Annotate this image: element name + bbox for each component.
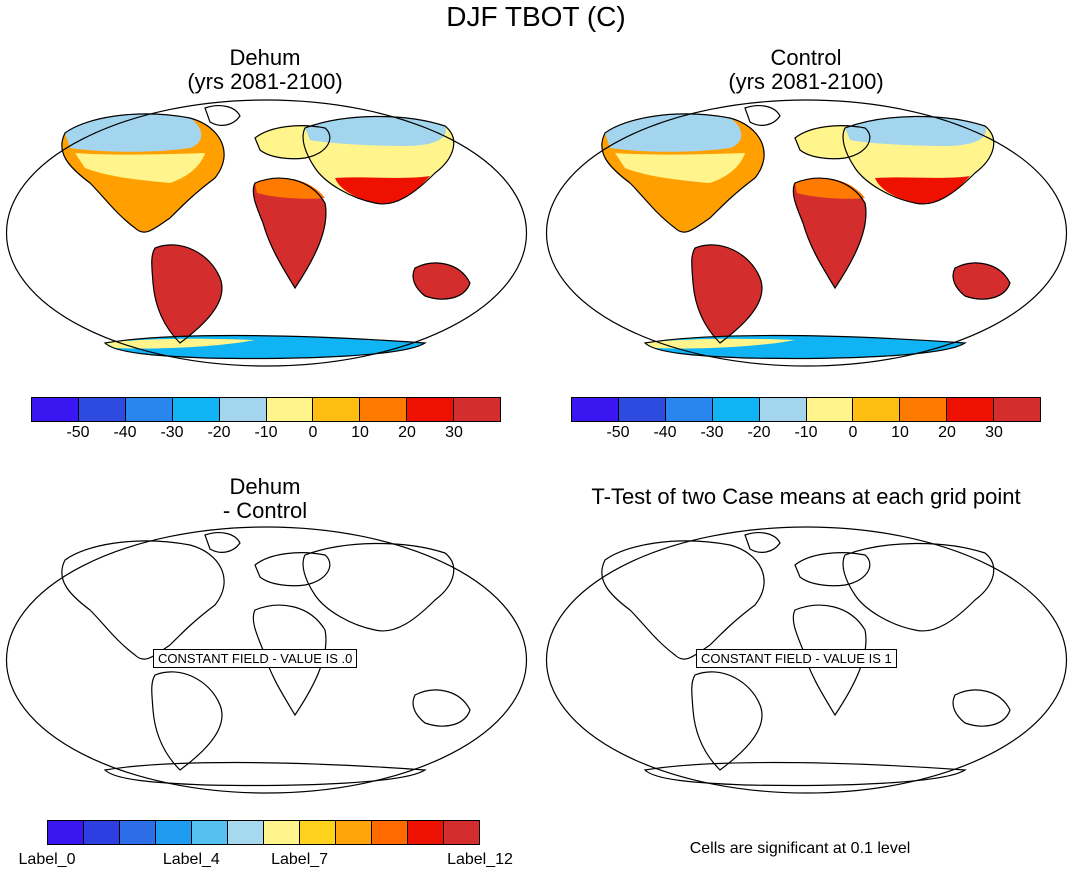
colorbar-swatch (336, 821, 372, 844)
panel-title-ttest: T-Test of two Case means at each grid po… (591, 484, 1021, 509)
colorbar-swatch (120, 821, 156, 844)
colorbar-swatch (759, 398, 807, 421)
colorbar-swatch (853, 398, 901, 421)
colorbar-swatch (32, 398, 79, 421)
panel-title-line1: Dehum (229, 474, 301, 499)
colorbar-tick-label: 10 (891, 424, 909, 441)
colorbar-swatch (125, 398, 173, 421)
panel-title-line2: (yrs 2081-2100) (187, 69, 343, 94)
colorbar-swatches (47, 820, 480, 845)
colorbar-swatch (407, 398, 455, 421)
colorbar-tick-label: -50 (606, 424, 630, 441)
colorbar-tick-label: -30 (700, 424, 724, 441)
colorbar-swatch (665, 398, 713, 421)
figure-title: DJF TBOT (C) (446, 1, 626, 32)
colorbar-label: Label_0 (18, 851, 76, 868)
colorbar-dehum: -50 -40 -30 -20 -10 0 10 20 30 (31, 397, 501, 447)
panel-title-line2: - Control (222, 498, 308, 523)
panel-title-line1: Control (770, 45, 842, 70)
colorbar-swatch (900, 398, 948, 421)
colorbar-swatch (192, 821, 228, 844)
colorbar-swatch (360, 398, 408, 421)
colorbar-swatch (172, 398, 220, 421)
colorbar-tick-label: 0 (848, 424, 858, 441)
panel-title-line2: (yrs 2081-2100) (728, 69, 884, 94)
colorbar-tick-label: 30 (445, 424, 463, 441)
colorbar-swatch (48, 821, 84, 844)
constant-field-label-difference: CONSTANT FIELD - VALUE IS .0 (153, 649, 358, 668)
colorbar-tick-label: 20 (938, 424, 956, 441)
map-difference (5, 526, 528, 794)
panel-title-difference: Dehum - Control (130, 475, 400, 523)
map-control (545, 99, 1068, 367)
colorbar-control: -50 -40 -30 -20 -10 0 10 20 30 (571, 397, 1041, 447)
colorbar-swatch (572, 398, 619, 421)
colorbar-swatch (228, 821, 264, 844)
colorbar-swatches (31, 397, 501, 422)
colorbar-swatch (712, 398, 760, 421)
colorbar-swatch (266, 398, 314, 421)
colorbar-swatch (84, 821, 120, 844)
colorbar-swatch (994, 398, 1041, 421)
panel-title-line1: Dehum (229, 45, 301, 70)
colorbar-label: Label_12 (447, 851, 513, 868)
colorbar-swatch (300, 821, 336, 844)
colorbar-swatch (806, 398, 854, 421)
colorbar-swatch (264, 821, 300, 844)
colorbar-swatches (571, 397, 1041, 422)
colorbar-tick-label: 10 (351, 424, 369, 441)
colorbar-tick-label: -20 (747, 424, 771, 441)
panel-title-dehum: Dehum (yrs 2081-2100) (130, 46, 400, 94)
colorbar-swatch (372, 821, 408, 844)
colorbar-tick-label: -40 (113, 424, 137, 441)
colorbar-swatch (78, 398, 126, 421)
colorbar-tick-label: -10 (794, 424, 818, 441)
colorbar-tick-label: -40 (653, 424, 677, 441)
colorbar-labels: Label_0 Label_4 Label_7 Label_12 (19, 845, 513, 868)
colorbar-label: Label_4 (162, 851, 220, 868)
colorbar-tick-label: 0 (308, 424, 318, 441)
colorbar-tick-label: -20 (207, 424, 231, 441)
colorbar-swatch (454, 398, 501, 421)
panel-title-control: Control (yrs 2081-2100) (671, 46, 941, 94)
colorbar-ticks: -50 -40 -30 -20 -10 0 10 20 30 (31, 422, 501, 444)
colorbar-tick-label: 20 (398, 424, 416, 441)
colorbar-ticks: -50 -40 -30 -20 -10 0 10 20 30 (571, 422, 1041, 444)
constant-field-label-ttest: CONSTANT FIELD - VALUE IS 1 (696, 649, 897, 668)
colorbar-swatch (219, 398, 267, 421)
colorbar-tick-label: -10 (254, 424, 278, 441)
colorbar-tick-label: 30 (985, 424, 1003, 441)
colorbar-label: Label_7 (271, 851, 329, 868)
map-dehum (5, 99, 528, 367)
colorbar-swatch (156, 821, 192, 844)
colorbar-swatch (947, 398, 995, 421)
colorbar-tick-label: -30 (160, 424, 184, 441)
colorbar-swatch (444, 821, 479, 844)
significance-note: Cells are significant at 0.1 level (689, 840, 911, 857)
colorbar-swatch (313, 398, 361, 421)
colorbar-swatch (618, 398, 666, 421)
colorbar-tick-label: -50 (66, 424, 90, 441)
map-ttest (545, 526, 1068, 794)
colorbar-swatch (408, 821, 444, 844)
colorbar-difference: Label_0 Label_4 Label_7 Label_12 (19, 820, 513, 868)
